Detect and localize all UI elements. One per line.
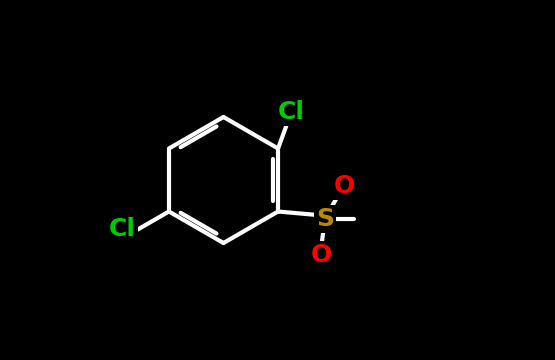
Text: S: S (316, 207, 334, 231)
Text: Cl: Cl (109, 217, 136, 242)
Text: Cl: Cl (278, 100, 305, 123)
Text: O: O (311, 243, 332, 267)
Text: O: O (334, 174, 355, 198)
